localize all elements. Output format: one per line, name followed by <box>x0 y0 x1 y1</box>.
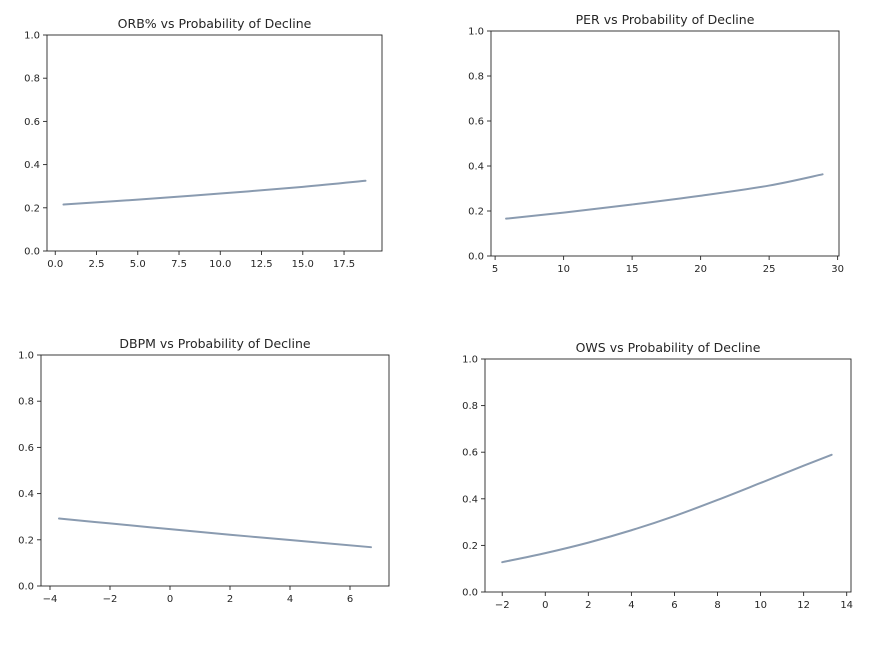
y-tick-label: 0.8 <box>462 401 478 412</box>
y-tick-label: 0.4 <box>468 162 484 173</box>
x-tick-label: 0 <box>542 600 548 611</box>
axes-frame <box>40 354 390 587</box>
axes-frame <box>484 358 852 593</box>
y-tick-label: 0.0 <box>462 588 478 599</box>
series-line <box>501 453 833 564</box>
y-tick-label: 0.0 <box>18 582 34 593</box>
y-tick-label: 0.2 <box>24 203 40 214</box>
x-tick-label: 7.5 <box>171 259 187 270</box>
x-tick-label: 10 <box>754 600 767 611</box>
y-tick-label: 0.8 <box>24 74 40 85</box>
x-tick-label: 4 <box>628 600 634 611</box>
chart-title: ORB% vs Probability of Decline <box>118 16 312 31</box>
subplot-orb: ORB% vs Probability of Decline 0.0 0.2 0.4 0… <box>24 16 383 270</box>
x-tick-label: 6 <box>671 600 677 611</box>
y-tick-label: 1.0 <box>468 27 484 38</box>
subplot-per: PER vs Probability of Decline 0.0 0.2 0.4 0.… <box>468 12 844 275</box>
x-tick-label: 5 <box>492 264 498 275</box>
x-tick-label: 0.0 <box>47 259 63 270</box>
y-tick-label: 0.4 <box>462 494 478 505</box>
x-tick-label: 5.0 <box>130 259 146 270</box>
x-tick-label: 15 <box>626 264 639 275</box>
y-tick-label: 0.2 <box>468 207 484 218</box>
x-tick-label: 25 <box>763 264 776 275</box>
x-tick-label: −4 <box>43 594 58 605</box>
x-tick-label: 20 <box>694 264 707 275</box>
y-tick-label: 0.8 <box>468 72 484 83</box>
y-tick-label: 0.6 <box>462 448 478 459</box>
x-tick-label: −2 <box>103 594 118 605</box>
x-tick-label: 2 <box>227 594 233 605</box>
y-tick-label: 0.4 <box>24 160 40 171</box>
y-tick-label: 0.2 <box>462 541 478 552</box>
axes-frame <box>46 34 383 252</box>
x-tick-label: 17.5 <box>333 259 355 270</box>
chart-title: PER vs Probability of Decline <box>576 12 755 27</box>
x-tick-label: 2.5 <box>89 259 105 270</box>
y-tick-label: 0.6 <box>468 117 484 128</box>
subplot-dbpm: DBPM vs Probability of Decline 0.0 0.2 0.4 0… <box>18 336 390 605</box>
series-line <box>505 173 824 220</box>
y-tick-label: 1.0 <box>18 351 34 362</box>
x-tick-label: 10.0 <box>209 259 231 270</box>
y-tick-label: 1.0 <box>462 355 478 366</box>
x-tick-label: 8 <box>714 600 720 611</box>
chart-title: OWS vs Probability of Decline <box>576 340 761 355</box>
x-tick-label: 15.0 <box>292 259 314 270</box>
chart-title: DBPM vs Probability of Decline <box>119 336 311 351</box>
y-tick-label: 0.6 <box>24 117 40 128</box>
y-tick-label: 0.2 <box>18 535 34 546</box>
y-tick-label: 0.8 <box>18 397 34 408</box>
x-tick-label: 2 <box>585 600 591 611</box>
series-line <box>58 517 372 549</box>
axes-frame <box>490 30 840 257</box>
x-tick-label: 30 <box>831 264 844 275</box>
x-tick-label: 4 <box>287 594 293 605</box>
x-tick-label: 12 <box>797 600 810 611</box>
x-tick-label: −2 <box>495 600 510 611</box>
y-tick-label: 0.0 <box>24 247 40 258</box>
y-tick-label: 1.0 <box>24 31 40 42</box>
y-tick-label: 0.4 <box>18 489 34 500</box>
x-tick-label: 0 <box>167 594 173 605</box>
y-tick-label: 0.0 <box>468 252 484 263</box>
x-tick-label: 12.5 <box>250 259 272 270</box>
subplot-ows: OWS vs Probability of Decline 0.0 0.2 0.4 0.… <box>462 340 853 611</box>
x-tick-label: 10 <box>557 264 570 275</box>
y-tick-label: 0.6 <box>18 443 34 454</box>
x-tick-label: 14 <box>840 600 853 611</box>
series-line <box>62 179 367 206</box>
x-tick-label: 6 <box>347 594 353 605</box>
